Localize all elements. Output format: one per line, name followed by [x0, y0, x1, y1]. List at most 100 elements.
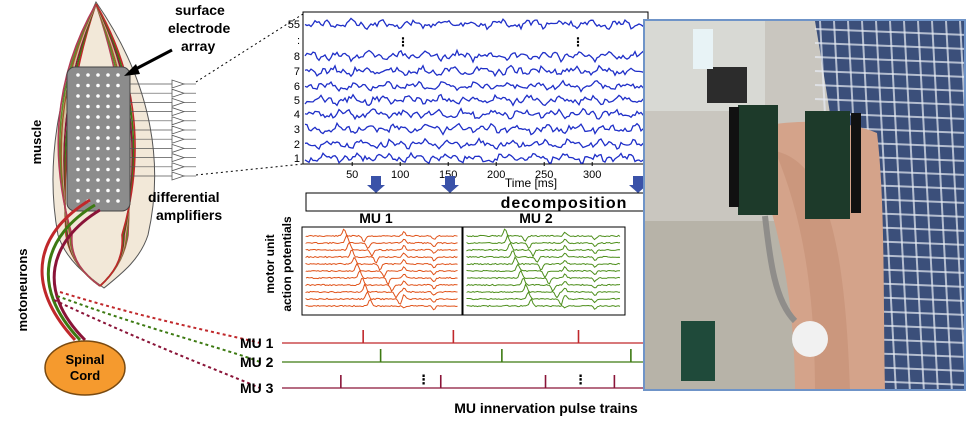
muscle-fibres-left [57, 3, 101, 287]
electrode-label-1: surface [175, 2, 225, 18]
emg-channel-label: 2 [294, 139, 300, 151]
electrode-dot [116, 104, 120, 109]
electrode-dot [106, 83, 110, 88]
electrode-dot [116, 73, 120, 77]
electrode-dot [116, 188, 120, 193]
action-potential-trace [466, 283, 621, 299]
amplifier-symbol [171, 143, 186, 153]
spinal-cord-label-1: Spinal [65, 352, 104, 367]
muscle-fibre [57, 3, 101, 287]
amplifiers-label-1: differential [148, 189, 220, 205]
amplifier-symbol [171, 125, 186, 135]
action-potential-trace [305, 262, 458, 279]
action-potential-trace [466, 277, 621, 292]
electrode-dot [86, 136, 90, 140]
electrode-dot [76, 167, 80, 172]
mu1-action-potentials [305, 228, 458, 311]
electrode-dot [106, 104, 110, 109]
electrode-dot [86, 104, 90, 109]
electrode-dot [86, 178, 90, 182]
action-potential-trace [305, 278, 458, 292]
action-potential-trace [305, 298, 458, 311]
electrode-dot [86, 188, 90, 193]
emg-traces [304, 17, 646, 164]
emg-trace [304, 151, 646, 164]
electrode-dot [76, 94, 80, 98]
amplifier-symbol [171, 79, 186, 89]
emg-tick-label: 250 [535, 169, 553, 181]
electrode-dot [106, 73, 110, 77]
action-potential-trace [305, 283, 458, 299]
action-potential-trace [305, 234, 458, 250]
action-potential-trace [305, 256, 458, 271]
electrode-dot [106, 157, 110, 161]
pulse-train-label: MU 1 [240, 335, 274, 351]
electrode-dot [76, 136, 80, 140]
differential-amplifiers [130, 79, 196, 181]
action-potential-trace [305, 290, 458, 305]
electrode-dot [116, 157, 120, 161]
shirt-stripe [917, 21, 939, 389]
emg-channel-label: 3 [294, 124, 300, 136]
electrode-dot [106, 188, 110, 193]
amplifier-symbol [171, 153, 186, 163]
map-label-2: action potentials [280, 216, 294, 312]
electrode-dot [76, 188, 80, 193]
shirt-stripe [889, 21, 911, 389]
action-potential-trace [466, 233, 621, 250]
spinal-cord-label-2: Cord [70, 368, 100, 383]
electrode-dot [96, 157, 100, 161]
emg-channel-label: 5 [294, 95, 300, 107]
pulse-dots-1: ⋮ [417, 372, 430, 387]
electrode-dot [116, 199, 120, 203]
action-potential-trace [466, 263, 620, 279]
emg-tick-label: 100 [391, 169, 409, 181]
amplifiers-label-2: amplifiers [156, 207, 222, 223]
emg-xlabel: Time [ms] [505, 176, 557, 190]
electrode-dot [96, 136, 100, 140]
emg-trace [304, 137, 646, 151]
photo-board-right [805, 111, 850, 219]
electrode-dot [86, 146, 90, 151]
electrode-dot [106, 115, 110, 119]
shirt-stripe [814, 56, 964, 64]
shirt-stripe [814, 28, 964, 36]
action-potential-trace [466, 256, 621, 271]
electrode-dot [96, 188, 100, 193]
electrode-dot [76, 157, 80, 161]
muscle-drawing [52, 0, 156, 289]
emg-tick-label: 50 [346, 169, 358, 181]
electrode-dot [116, 167, 120, 172]
emg-tick-label: 300 [583, 169, 601, 181]
shirt-stripe [959, 21, 964, 115]
emg-trace [304, 48, 646, 64]
action-potential-trace [466, 228, 621, 242]
shirt-stripe [814, 98, 964, 106]
electrode-label-3: array [181, 38, 215, 54]
action-potential-trace [466, 290, 621, 306]
pulse-train-label: MU 2 [240, 354, 274, 370]
electrode-dot [76, 83, 80, 88]
electrode-dot [96, 73, 100, 77]
electrode-dot [96, 178, 100, 182]
electrode-dot [86, 83, 90, 88]
amplifier-symbol [171, 171, 186, 181]
electrode-dot [96, 167, 100, 172]
emg-panel-frame [302, 11, 649, 165]
pulse-train-caption: MU innervation pulse trains [454, 400, 638, 416]
photo-small-board [681, 321, 715, 381]
emg-channel-label: 4 [294, 109, 300, 121]
electrode-dot [116, 94, 120, 98]
emg-dots-2: ⋮ [572, 35, 584, 49]
electrode-dot [76, 178, 80, 182]
amplifier-symbol [171, 107, 186, 117]
emg-dots-1: ⋮ [397, 35, 409, 49]
electrode-dot [116, 178, 120, 182]
electrode-dot [86, 115, 90, 119]
electrode-dot [106, 167, 110, 172]
electrode-dot [86, 125, 90, 130]
emg-trace [304, 93, 646, 107]
photo-board-left [738, 105, 778, 215]
action-potential-trace [305, 269, 458, 286]
